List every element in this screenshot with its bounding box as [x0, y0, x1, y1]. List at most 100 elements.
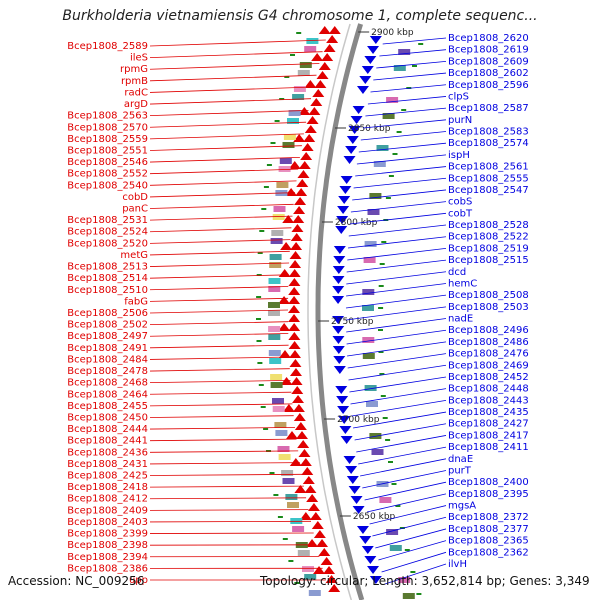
feature-block	[274, 422, 287, 428]
forward-gene-label: rpmG	[120, 64, 148, 75]
reverse-leader-line	[354, 423, 447, 441]
reverse-gene-arrow	[333, 246, 346, 254]
reverse-gene-label: ispH	[448, 150, 470, 161]
forward-leader-line	[149, 509, 309, 511]
feature-block	[292, 526, 305, 532]
reverse-leader-line	[348, 364, 447, 381]
tick-marker	[256, 340, 262, 342]
reverse-gene-label: Bcep1808_2519	[448, 243, 529, 254]
reverse-gene-label: Bcep1808_2528	[448, 220, 529, 231]
forward-gene-label: Bcep1808_2399	[67, 529, 148, 540]
reverse-gene-label: Bcep1808_2609	[448, 56, 529, 67]
forward-gene-arrow	[306, 494, 319, 502]
tick-marker	[378, 351, 384, 353]
forward-gene-label: Bcep1808_2513	[67, 262, 148, 273]
forward-leader-line	[149, 532, 314, 534]
forward-gene-arrow	[316, 539, 329, 547]
tick-marker	[412, 65, 417, 67]
tick-marker	[256, 274, 262, 276]
feature-block	[297, 70, 310, 76]
forward-gene-arrow	[288, 350, 301, 358]
reverse-leader-line	[346, 318, 447, 333]
tick-marker	[258, 384, 264, 386]
tick-marker	[256, 318, 261, 320]
reverse-gene-arrow	[350, 496, 363, 504]
feature-block	[278, 454, 291, 460]
tick-marker	[266, 164, 272, 166]
backbone-inner-arc	[307, 23, 353, 600]
forward-gene-arrow	[278, 296, 291, 304]
forward-gene-label: Bcep1808_2418	[67, 482, 148, 493]
reverse-gene-label: Bcep1808_2619	[448, 45, 529, 56]
feature-block	[278, 166, 291, 172]
forward-gene-arrow	[294, 197, 307, 205]
feature-block	[273, 206, 286, 212]
tick-marker	[282, 538, 288, 540]
tick-marker	[395, 505, 401, 507]
forward-gene-arrow	[328, 26, 341, 34]
reverse-gene-label: ilvH	[448, 559, 467, 570]
reverse-leader-line	[347, 236, 447, 249]
tick-marker	[388, 461, 393, 463]
reverse-gene-label: mgsA	[448, 501, 476, 512]
reverse-gene-arrow	[345, 146, 358, 154]
reverse-gene-label: Bcep1808_2522	[448, 232, 529, 243]
forward-gene-arrow	[313, 530, 326, 538]
reverse-leader-line	[356, 435, 447, 453]
reverse-leader-line	[348, 224, 447, 237]
tick-marker	[410, 571, 416, 573]
tick-marker	[404, 549, 410, 551]
forward-leader-line	[149, 133, 304, 140]
reverse-leader-line	[350, 388, 447, 405]
reverse-leader-line	[373, 72, 447, 81]
reverse-leader-line	[376, 60, 447, 69]
forward-leader-line	[149, 497, 307, 500]
forward-gene-arrow	[280, 242, 293, 250]
forward-leader-line	[149, 368, 290, 372]
tick-marker	[378, 307, 384, 309]
reverse-leader-line	[378, 540, 447, 561]
forward-gene-arrow	[306, 116, 319, 124]
forward-leader-line	[149, 203, 294, 209]
forward-gene-arrow	[294, 485, 307, 493]
feature-block	[367, 209, 380, 215]
reverse-leader-line	[358, 142, 447, 153]
tick-marker	[257, 252, 263, 254]
forward-leader-line	[149, 450, 299, 453]
reverse-leader-line	[349, 212, 447, 225]
reverse-gene-label: Bcep1808_2427	[448, 419, 529, 430]
forward-gene-arrow	[301, 143, 314, 151]
forward-gene-arrow	[278, 269, 291, 277]
feature-block	[371, 449, 384, 455]
reverse-gene-label: Bcep1808_2583	[448, 127, 529, 138]
reverse-leader-line	[370, 84, 447, 93]
feature-block	[282, 142, 295, 148]
forward-gene-arrow	[288, 323, 301, 331]
feature-block	[279, 158, 292, 164]
forward-gene-arrow	[278, 350, 291, 358]
forward-leader-line	[149, 121, 307, 128]
forward-gene-arrow	[285, 431, 298, 439]
forward-gene-arrow	[278, 323, 291, 331]
reverse-gene-label: Bcep1808_2596	[448, 80, 529, 91]
reverse-gene-arrow	[345, 466, 358, 474]
forward-leader-line	[149, 215, 293, 221]
reverse-leader-line	[346, 259, 447, 273]
feature-block	[272, 214, 285, 220]
reverse-leader-line	[346, 329, 447, 345]
feature-block	[366, 401, 378, 407]
forward-gene-arrow	[304, 485, 317, 493]
reverse-leader-line	[360, 131, 447, 141]
forward-gene-label: Bcep1808_2386	[67, 563, 148, 574]
tick-marker	[261, 208, 267, 210]
feature-block	[268, 350, 281, 356]
reverse-gene-label: Bcep1808_2377	[448, 524, 529, 535]
forward-gene-arrow	[298, 107, 311, 115]
reverse-gene-label: clpS	[448, 91, 469, 102]
tick-marker	[379, 373, 385, 375]
forward-leader-line	[149, 180, 297, 186]
feature-block	[281, 470, 294, 476]
forward-gene-label: Bcep1808_2514	[67, 273, 148, 284]
reverse-gene-label: Bcep1808_2469	[448, 360, 529, 371]
reverse-gene-arrow	[364, 556, 377, 564]
